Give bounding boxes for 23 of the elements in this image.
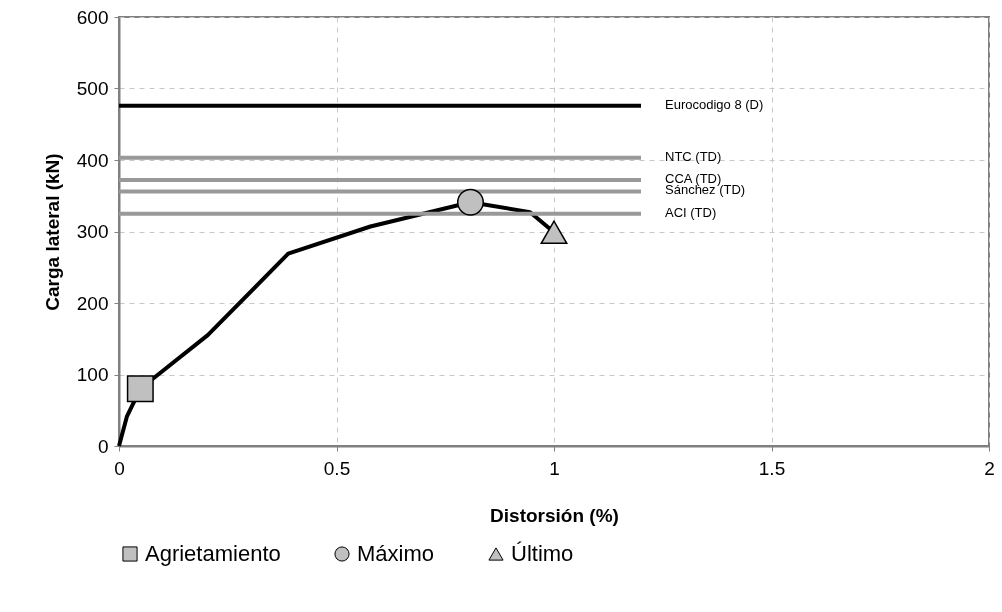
legend-label: Agrietamiento (145, 541, 281, 566)
y-tick-label: 600 (76, 6, 109, 28)
series-label: ACI (TD) (665, 204, 717, 220)
series-label: NTC (TD) (665, 148, 722, 164)
series-label: Eurocodigo 8 (D) (665, 96, 764, 112)
y-tick-label: 0 (97, 435, 109, 457)
x-tick-label: 1.5 (758, 457, 786, 479)
point (456, 188, 484, 216)
x-tick-label: 2 (984, 457, 995, 479)
x-tick-label: 0 (114, 457, 125, 479)
y-axis-title: Carga lateral (kN) (41, 153, 63, 311)
point (540, 220, 568, 244)
x-axis-title: Distorsión (%) (490, 504, 619, 526)
x-tick-label: 0.5 (323, 457, 351, 479)
legend-label: Último (511, 541, 574, 566)
y-tick-label: 100 (76, 364, 109, 385)
x-tick-label: 1 (549, 457, 560, 479)
y-tick-label: 500 (76, 78, 109, 99)
y-tick-label: 300 (76, 221, 109, 242)
y-tick-label: 400 (76, 149, 109, 171)
point (126, 375, 154, 403)
legend-label: Máximo (357, 541, 435, 566)
y-tick-label: 200 (76, 292, 109, 314)
